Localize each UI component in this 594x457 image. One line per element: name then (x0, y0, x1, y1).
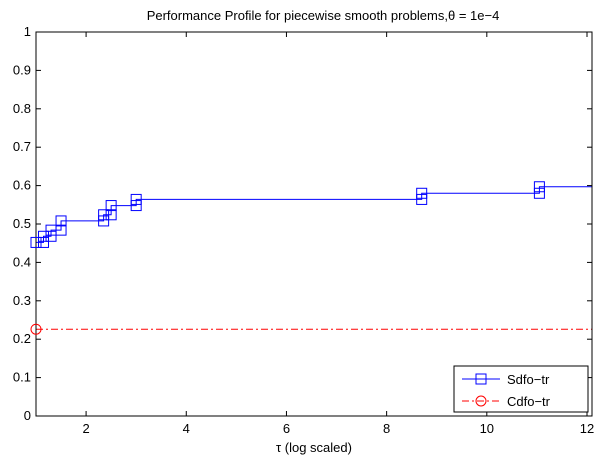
x-axis: 2 4 6 8 10 12 (82, 32, 594, 436)
y-tick-label: 0.1 (13, 370, 31, 385)
legend-marker-cdfo-tr (475, 395, 487, 407)
marker-layer (30, 181, 545, 335)
data-point-square (38, 236, 50, 248)
y-tick-label: 0.2 (13, 331, 31, 346)
y-tick-label: 0 (24, 408, 31, 423)
legend-marker-sdfo-tr (475, 373, 487, 385)
data-point-square (45, 230, 57, 242)
x-tick-label: 2 (82, 421, 89, 436)
x-axis-label: τ (log scaled) (276, 440, 352, 455)
legend-label-sdfo-tr: Sdfo−tr (507, 372, 550, 387)
data-point-square (533, 187, 545, 199)
data-point-square (105, 200, 117, 212)
data-point-square (98, 209, 110, 221)
chart-title: Performance Profile for piecewise smooth… (147, 8, 500, 23)
x-tick-label: 12 (580, 421, 594, 436)
y-tick-label: 0.8 (13, 101, 31, 116)
data-point-square (98, 215, 110, 227)
x-tick-label: 4 (183, 421, 190, 436)
data-point-square (105, 209, 117, 221)
x-tick-label: 10 (480, 421, 494, 436)
data-point-square (416, 187, 428, 199)
y-tick-label: 0.6 (13, 178, 31, 193)
data-point-circle (30, 323, 42, 335)
data-point-square (130, 200, 142, 212)
data-point-square (533, 181, 545, 193)
data-point-square (30, 236, 42, 248)
y-tick-label: 0.9 (13, 62, 31, 77)
series-line-0 (36, 184, 592, 243)
data-point-square (38, 230, 50, 242)
y-tick-label: 0.4 (13, 254, 31, 269)
legend-label-cdfo-tr: Cdfo−tr (507, 394, 551, 409)
y-tick-label: 0.3 (13, 293, 31, 308)
data-point-square (55, 224, 67, 236)
data-point-square (130, 193, 142, 205)
data-point-square (55, 215, 67, 227)
y-tick-label: 0.7 (13, 139, 31, 154)
series-layer (36, 184, 592, 330)
y-axis: 0 0.1 0.2 0.3 0.4 0.5 0.6 0.7 0.8 0.9 1 (13, 24, 592, 423)
y-tick-label: 1 (24, 24, 31, 39)
data-point-square (416, 193, 428, 205)
y-tick-label: 0.5 (13, 216, 31, 231)
plot-frame (35, 31, 593, 417)
x-tick-label: 8 (383, 421, 390, 436)
x-tick-label: 6 (283, 421, 290, 436)
legend: Sdfo−tr Cdfo−tr (453, 365, 589, 413)
